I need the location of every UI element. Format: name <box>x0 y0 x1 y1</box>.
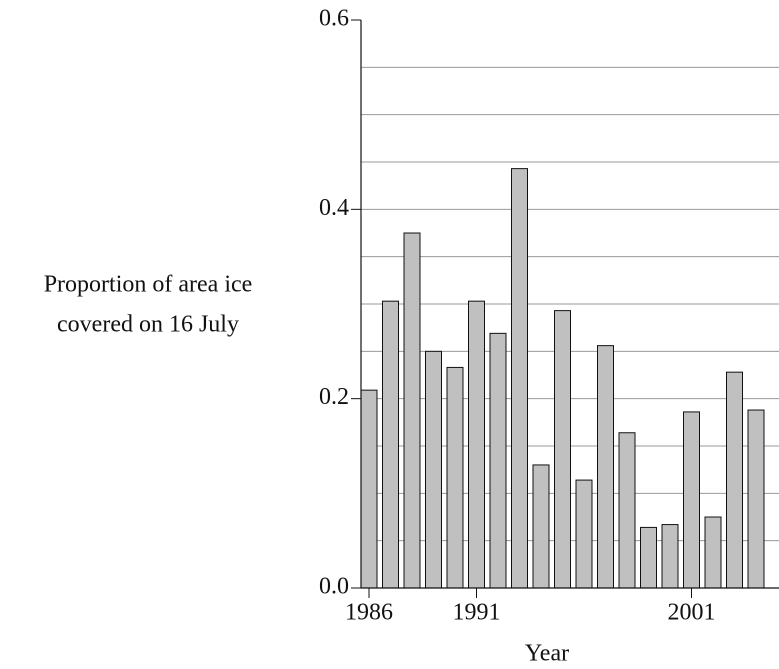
bar <box>446 366 464 589</box>
y-axis-label: covered on 16 July <box>57 312 239 338</box>
y-axis-label: Proportion of area ice <box>44 272 253 298</box>
bar <box>382 300 399 589</box>
y-tick-label: 0.2 <box>319 384 349 410</box>
bar <box>511 168 528 589</box>
bar <box>640 526 657 589</box>
bar <box>726 371 743 589</box>
bar <box>532 464 550 589</box>
bar <box>468 300 485 589</box>
bar <box>425 350 442 589</box>
y-tick-label: 0.6 <box>319 6 349 32</box>
x-tick-label: 1986 <box>345 600 393 626</box>
bar <box>403 232 421 589</box>
bar <box>661 524 679 589</box>
bar <box>618 432 636 589</box>
bar <box>575 479 593 589</box>
bar <box>597 345 614 589</box>
bar <box>747 409 765 589</box>
x-tick-label: 1991 <box>453 600 501 626</box>
x-axis-label: Year <box>525 641 569 667</box>
y-tick-label: 0.4 <box>319 195 349 221</box>
bar <box>360 389 378 589</box>
bar <box>554 310 571 589</box>
bar <box>489 332 507 589</box>
bar <box>704 516 722 589</box>
y-tick-label: 0.0 <box>319 574 349 600</box>
bar <box>683 411 700 589</box>
x-tick-label: 2001 <box>668 600 716 626</box>
